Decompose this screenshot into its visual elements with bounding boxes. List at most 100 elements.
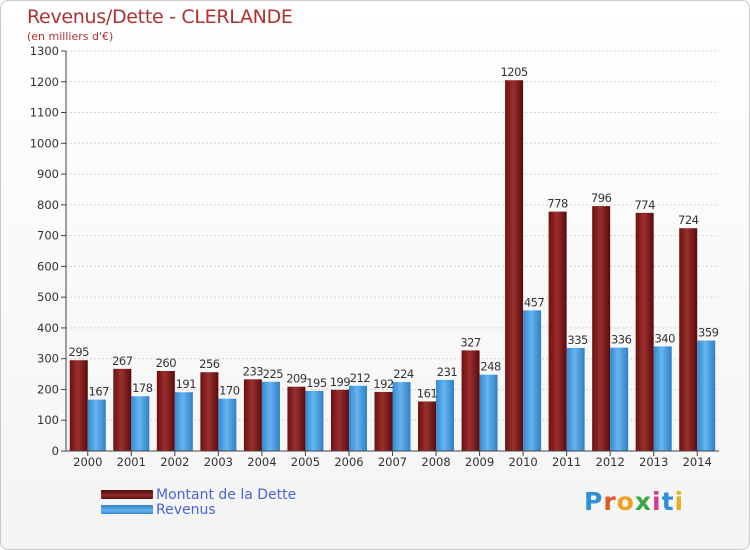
- y-tick-label: 500: [37, 290, 59, 304]
- bar-debt-2006: [330, 389, 349, 451]
- x-tick-label: 2011: [552, 455, 581, 469]
- data-label-debt: 260: [156, 356, 177, 370]
- data-label-revenue: 224: [393, 367, 414, 381]
- bar-revenue-2010: [523, 310, 542, 451]
- y-axis-ticks: 0 100 200 300 400 500 600 700 800 900 1000 1100 1200…: [30, 44, 66, 458]
- data-label-debt: 199: [330, 375, 351, 389]
- bar-debt-2012: [592, 206, 611, 451]
- x-tick-label: 2010: [508, 455, 537, 469]
- bar-revenue-2013: [653, 346, 672, 451]
- data-label-revenue: 170: [219, 384, 240, 398]
- data-label-revenue: 178: [132, 381, 153, 395]
- y-tick-label: 100: [37, 413, 59, 427]
- y-tick-label: 800: [37, 198, 59, 212]
- bar-revenue-2000: [87, 399, 106, 451]
- data-label-debt: 233: [243, 364, 264, 378]
- bar-debt-2011: [548, 211, 567, 451]
- data-label-debt: 778: [547, 197, 568, 211]
- y-tick-label: 300: [37, 352, 59, 366]
- bar-revenue-2014: [697, 340, 716, 451]
- brand-letter: i: [652, 487, 662, 516]
- data-label-debt: 209: [286, 372, 307, 386]
- x-tick-label: 2009: [465, 455, 494, 469]
- x-tick-label: 2008: [421, 455, 450, 469]
- x-axis-ticks: 2000 2001 2002 2003 2004 2005 2006 2007 2008 2009…: [73, 451, 712, 469]
- data-label-revenue: 191: [176, 377, 197, 391]
- bar-debt-2014: [679, 228, 698, 451]
- data-label-revenue: 336: [611, 333, 632, 347]
- brand-letter: x: [634, 487, 652, 516]
- data-label-debt: 1205: [500, 65, 527, 79]
- bar-revenue-2003: [218, 398, 237, 451]
- x-tick-label: 2004: [247, 455, 276, 469]
- bar-debt-2010: [505, 80, 524, 451]
- x-tick-label: 2012: [596, 455, 625, 469]
- data-label-revenue: 195: [306, 376, 327, 390]
- y-tick-label: 900: [37, 167, 59, 181]
- y-tick-label: 700: [37, 229, 59, 243]
- x-tick-label: 2000: [73, 455, 102, 469]
- bar-debt-2008: [418, 401, 437, 451]
- brand-letter: o: [616, 487, 635, 516]
- chart-title: Revenus/Dette - CLERLANDE: [27, 6, 293, 28]
- legend-swatch-revenue: [101, 505, 153, 514]
- bar-revenue-2007: [392, 382, 411, 451]
- y-tick-label: 1200: [30, 75, 59, 89]
- x-tick-label: 2005: [291, 455, 320, 469]
- data-label-revenue: 335: [567, 333, 588, 347]
- bar-revenue-2009: [479, 374, 498, 451]
- y-tick-label: 1000: [30, 136, 59, 150]
- bar-debt-2009: [461, 350, 480, 451]
- brand-letter: i: [674, 487, 685, 516]
- legend-label-revenue: Revenus: [156, 502, 216, 518]
- data-label-revenue: 248: [480, 360, 501, 374]
- bar-revenue-2008: [436, 379, 455, 451]
- brand-letter: t: [661, 487, 675, 516]
- bar-revenue-2005: [305, 391, 324, 451]
- bar-layer: [69, 80, 716, 451]
- data-label-debt: 774: [634, 198, 655, 212]
- data-label-revenue: 359: [698, 326, 719, 340]
- legend-label-debt: Montant de la Dette: [156, 487, 297, 503]
- bar-debt-2001: [113, 368, 132, 451]
- chart-subtitle: (en milliers d'€): [27, 30, 114, 43]
- bar-debt-2005: [287, 386, 306, 451]
- y-tick-label: 1100: [30, 106, 59, 120]
- bar-revenue-2012: [610, 347, 629, 451]
- data-label-debt: 724: [678, 213, 699, 227]
- bar-debt-2002: [156, 371, 175, 451]
- data-label-revenue: 167: [89, 385, 110, 399]
- y-tick-label: 200: [37, 382, 59, 396]
- legend-swatch-debt: [101, 490, 153, 499]
- data-label-debt: 295: [69, 345, 90, 359]
- bar-revenue-2001: [131, 396, 150, 451]
- x-tick-label: 2002: [160, 455, 189, 469]
- data-label-revenue: 340: [654, 331, 675, 345]
- data-label-debt: 192: [373, 377, 394, 391]
- brand-letter: P: [584, 487, 604, 516]
- y-tick-label: 600: [37, 259, 59, 273]
- x-tick-label: 2006: [334, 455, 363, 469]
- y-tick-label: 0: [52, 444, 59, 458]
- data-label-revenue: 457: [524, 295, 545, 309]
- bar-revenue-2006: [348, 385, 367, 451]
- y-tick-label: 400: [37, 321, 59, 335]
- data-label-debt: 161: [417, 386, 438, 400]
- bar-revenue-2002: [174, 392, 193, 451]
- data-label-revenue: 225: [263, 367, 284, 381]
- bar-debt-2003: [200, 372, 219, 451]
- x-tick-label: 2014: [683, 455, 712, 469]
- brand-letter: r: [603, 487, 617, 516]
- brand-logo: Proxiti: [584, 487, 684, 516]
- x-tick-label: 2013: [639, 455, 668, 469]
- data-label-debt: 796: [591, 191, 612, 205]
- bar-debt-2013: [635, 212, 654, 451]
- y-tick-label: 1300: [30, 44, 59, 58]
- data-label-revenue: 212: [350, 371, 371, 385]
- x-tick-label: 2001: [117, 455, 146, 469]
- x-tick-label: 2007: [378, 455, 407, 469]
- data-label-debt: 267: [112, 354, 133, 368]
- data-label-revenue: 231: [437, 365, 458, 379]
